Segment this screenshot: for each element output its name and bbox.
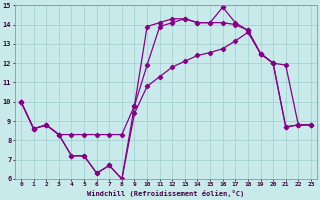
X-axis label: Windchill (Refroidissement éolien,°C): Windchill (Refroidissement éolien,°C) bbox=[87, 190, 244, 197]
